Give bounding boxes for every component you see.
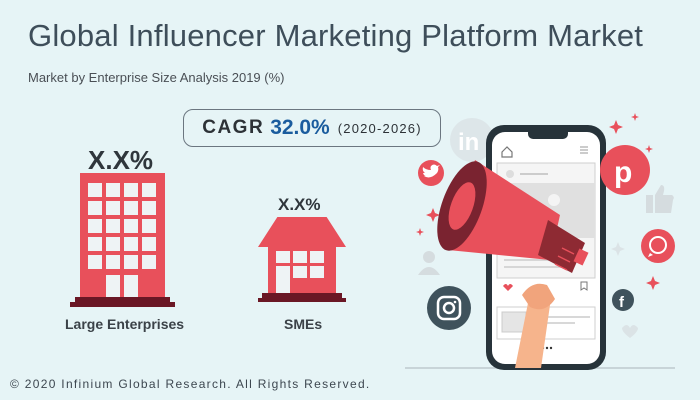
cagr-range: (2020-2026): [337, 120, 422, 136]
heart-icon: [622, 325, 638, 338]
svg-text:p: p: [614, 156, 632, 189]
social-media-illustration: in p: [405, 113, 675, 370]
twitter-icon: [418, 160, 444, 186]
copyright-footer: © 2020 Infinium Global Research. All Rig…: [10, 377, 371, 391]
svg-text:in: in: [458, 129, 479, 156]
cagr-label: CAGR: [202, 117, 265, 138]
page-subtitle: Market by Enterprise Size Analysis 2019 …: [28, 70, 285, 85]
cagr-value: 32.0%: [270, 116, 330, 139]
linkedin-icon: in: [450, 118, 494, 162]
smes-value: X.X%: [278, 195, 321, 214]
smes-label: SMEs: [284, 316, 323, 332]
large-enterprises-value: X.X%: [88, 145, 154, 175]
large-enterprises-label: Large Enterprises: [65, 316, 185, 332]
thumbs-up-icon: [646, 185, 674, 213]
instagram-icon: [427, 286, 471, 330]
user-icon: [418, 251, 440, 275]
cagr-badge: CAGR 32.0% (2020-2026): [183, 109, 441, 147]
svg-text:f: f: [619, 294, 625, 311]
pinterest-icon: p: [600, 145, 650, 195]
page-title: Global Influencer Marketing Platform Mar…: [28, 18, 644, 53]
megaphone-icon: [437, 160, 589, 273]
whatsapp-icon: [641, 229, 675, 263]
facebook-icon: f: [612, 289, 634, 311]
